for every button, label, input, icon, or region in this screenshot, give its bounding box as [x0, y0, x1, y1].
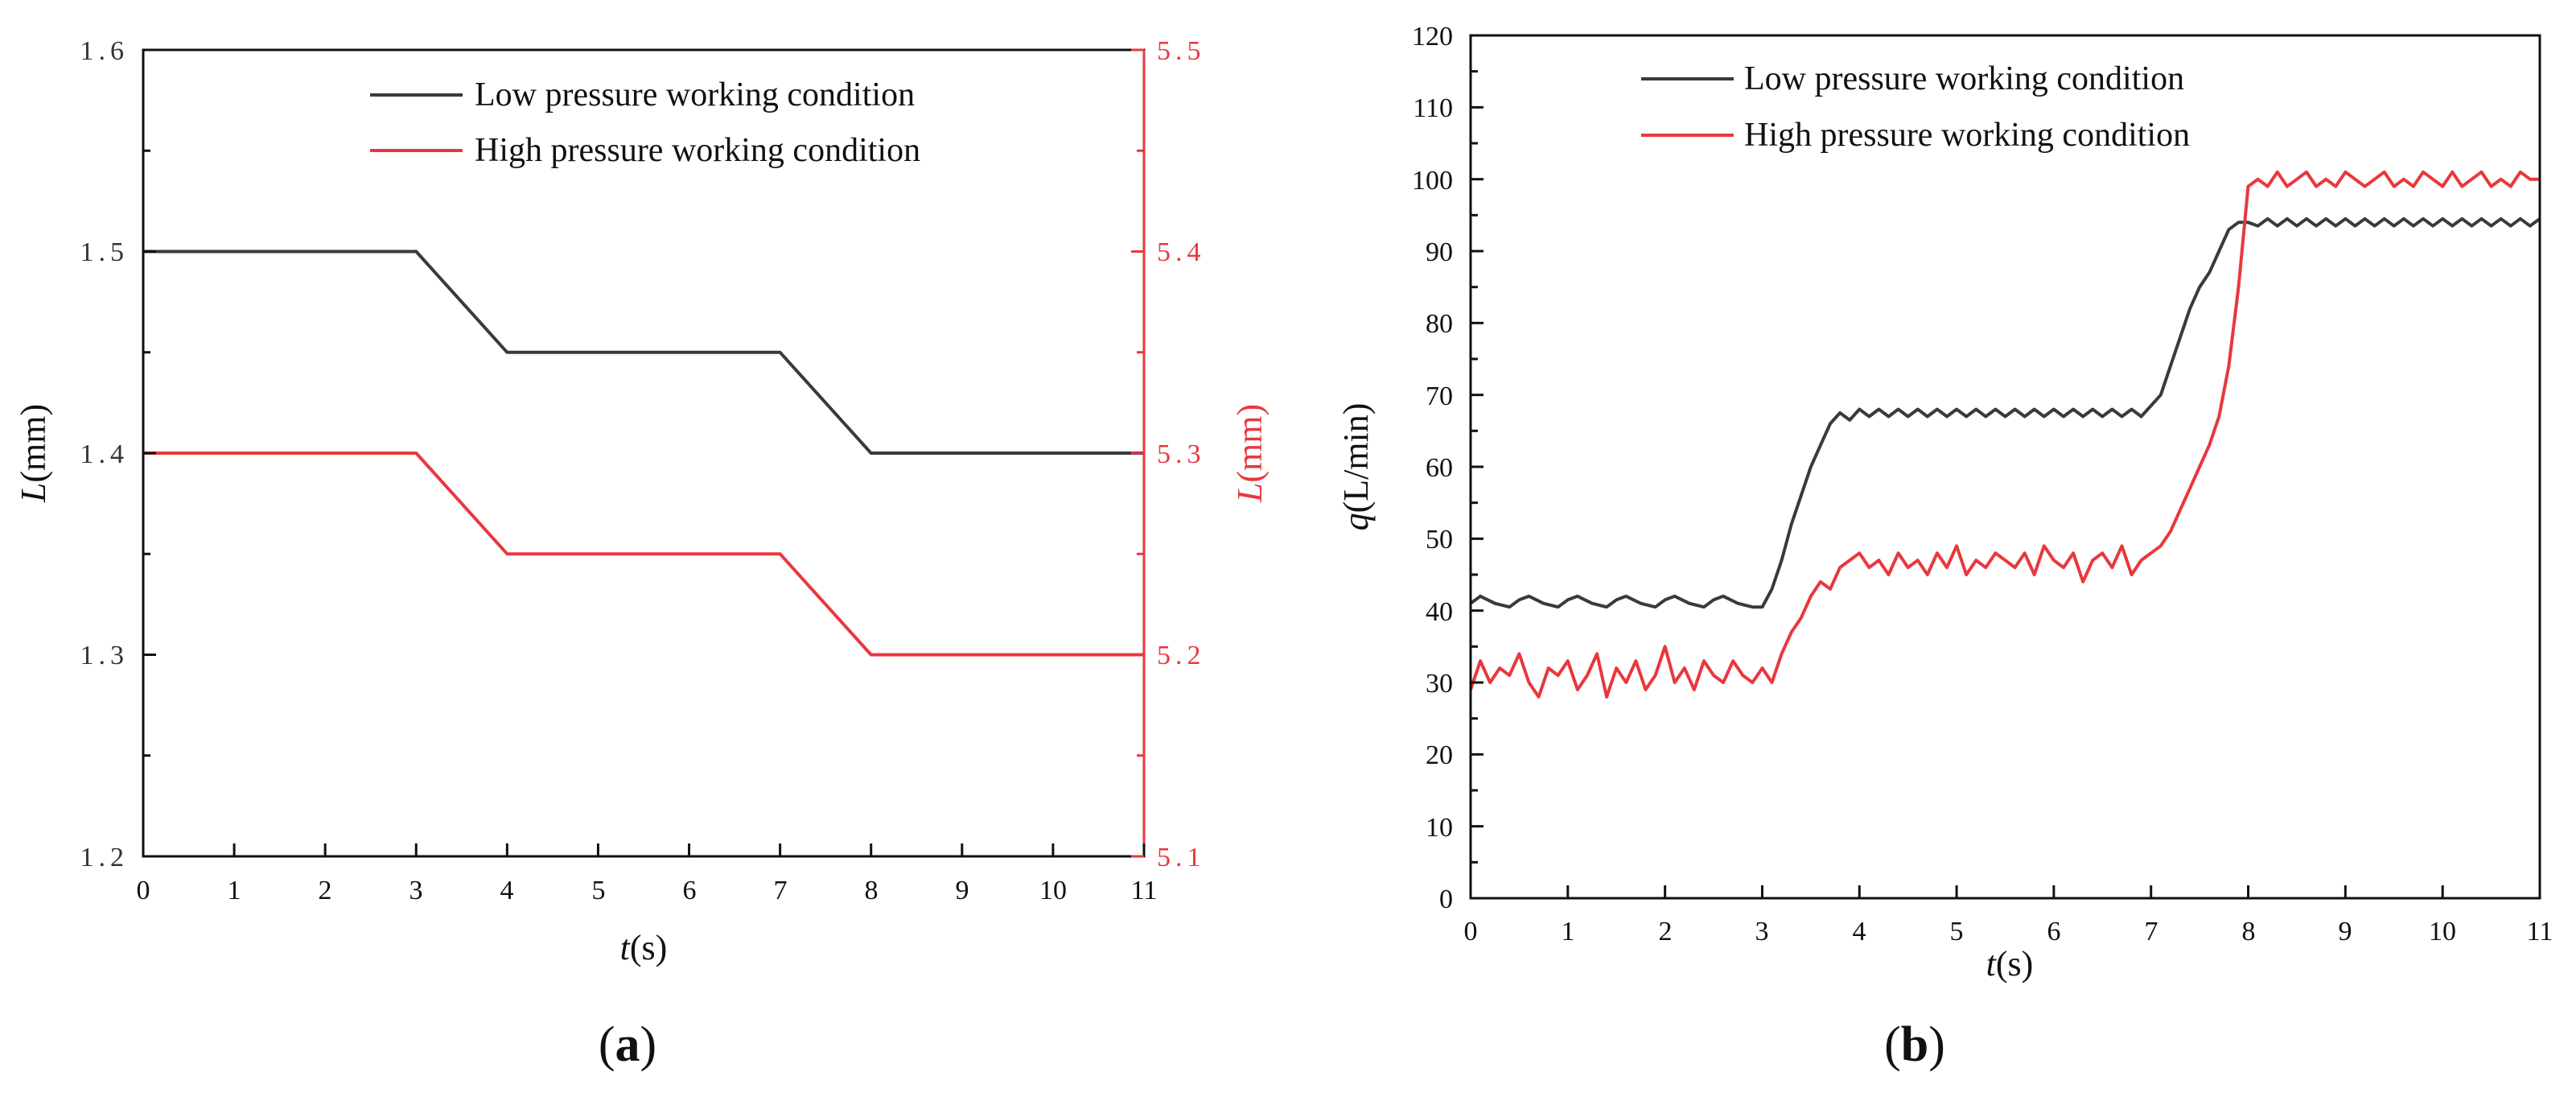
chart-a-x-tick-label: 10 — [1039, 876, 1067, 905]
chart-b-x-tick-label: 6 — [2047, 917, 2061, 946]
chart-b-x-tick-label: 5 — [1950, 917, 1964, 946]
chart-a-x-tick-label: 11 — [1131, 876, 1158, 905]
chart-b-x-tick-label: 4 — [1853, 917, 1866, 946]
chart-b-y-tick-label: 100 — [1412, 166, 1453, 196]
chart-panel-b: 0 1 2 3 4 5 6 7 8 9 10 11 0 10 20 30 40 … — [1336, 22, 2553, 1072]
chart-b-x-tick-label: 9 — [2339, 917, 2352, 946]
chart-a-y-tick-label: 1.5 — [80, 237, 130, 267]
chart-b-series-low-line — [1469, 217, 2541, 609]
chart-b-y-tick-label: 50 — [1426, 525, 1453, 555]
chart-b-y-tick-label: 90 — [1426, 237, 1453, 267]
chart-b-x-axis-title: t(s) — [1986, 944, 2034, 984]
chart-a-panel-letter: a — [615, 1017, 640, 1072]
chart-a-x-tick-label: 1 — [228, 876, 241, 905]
chart-b-ticks — [1469, 34, 2541, 900]
chart-b-y-tick-label: 70 — [1426, 381, 1453, 411]
chart-a-legend-label-high: High pressure working condition — [475, 132, 920, 169]
chart-b-x-tick-label: 2 — [1659, 917, 1673, 946]
chart-b-x-tick-label: 1 — [1562, 917, 1575, 946]
chart-a-x-tick-label: 6 — [683, 876, 697, 905]
chart-a-x-axis-title: t(s) — [620, 928, 668, 967]
chart-a-y2-tick-label: 5.5 — [1157, 36, 1206, 66]
chart-b-y-tick-label: 20 — [1426, 740, 1453, 770]
chart-b-y-tick-label: 30 — [1426, 669, 1453, 699]
chart-b-plot-frame — [1469, 34, 2541, 900]
chart-b-y-tick-label: 120 — [1412, 22, 1453, 52]
chart-b-panel-caption: (b) — [1884, 1017, 1945, 1072]
chart-b-y-tick-labels: 0 10 20 30 40 50 60 70 80 90 100 110 120 — [1412, 22, 1453, 914]
chart-a-series-layer — [143, 250, 1144, 657]
chart-a-x-tick-label: 2 — [319, 876, 332, 905]
chart-b-panel-letter: b — [1901, 1017, 1928, 1072]
chart-a-y-tick-label: 1.2 — [80, 843, 130, 872]
chart-b-x-tick-label: 8 — [2242, 917, 2256, 946]
chart-a-x-tick-label: 3 — [409, 876, 423, 905]
chart-a-x-tick-labels: 0 1 2 3 4 5 6 7 8 9 10 11 — [137, 876, 1158, 905]
chart-a-y2-axis-title: L(mm) — [1230, 404, 1269, 503]
chart-b-series-layer — [1469, 170, 2541, 699]
chart-a-x-tick-label: 4 — [500, 876, 514, 905]
chart-b-x-tick-label: 10 — [2429, 917, 2456, 946]
chart-a-x-tick-label: 0 — [137, 876, 150, 905]
chart-a-legend-label-low: Low pressure working condition — [475, 76, 915, 113]
chart-b-legend: Low pressure working condition High pres… — [1641, 60, 2190, 154]
chart-a-series-low-line — [143, 250, 1144, 455]
chart-b-x-tick-label: 0 — [1464, 917, 1478, 946]
chart-a-y-axis-title: L(mm) — [14, 404, 53, 503]
chart-a-x-tick-label: 5 — [592, 876, 606, 905]
chart-a-ticks — [142, 48, 1146, 858]
chart-a-y2-tick-label: 5.1 — [1157, 843, 1206, 872]
chart-b-x-tick-labels: 0 1 2 3 4 5 6 7 8 9 10 11 — [1464, 917, 2553, 946]
chart-b-y-tick-label: 0 — [1439, 885, 1453, 914]
chart-b-x-tick-label: 3 — [1755, 917, 1769, 946]
chart-a-series-high-line — [143, 452, 1144, 657]
chart-a-y2-tick-label: 5.2 — [1157, 641, 1206, 670]
chart-b-y-tick-label: 10 — [1426, 813, 1453, 843]
chart-b-y-tick-label: 110 — [1413, 93, 1453, 123]
chart-b-legend-label-low: Low pressure working condition — [1744, 60, 2184, 97]
chart-a-x-tick-label: 8 — [865, 876, 879, 905]
chart-b-y-axis-title: q(L/min) — [1336, 403, 1376, 531]
chart-b-series-high-line — [1469, 170, 2540, 699]
chart-a-y2-tick-labels: 5.1 5.2 5.3 5.4 5.5 — [1157, 36, 1206, 872]
chart-a-y2-tick-label: 5.4 — [1157, 237, 1206, 267]
chart-panel-a: 0 1 2 3 4 5 6 7 8 9 10 11 1.2 1.3 1.4 1.… — [14, 36, 1269, 1072]
chart-a-y2-tick-label: 5.3 — [1157, 439, 1206, 469]
chart-b-y-tick-label: 40 — [1426, 597, 1453, 627]
chart-b-x-tick-label: 11 — [2527, 917, 2553, 946]
chart-a-y-tick-label: 1.4 — [80, 439, 130, 469]
chart-a-panel-caption: (a) — [599, 1017, 656, 1072]
chart-a-legend: Low pressure working condition High pres… — [370, 76, 920, 169]
chart-b-y-tick-label: 60 — [1426, 453, 1453, 483]
chart-a-y-tick-label: 1.3 — [80, 641, 130, 670]
chart-b-legend-label-high: High pressure working condition — [1744, 117, 2190, 154]
chart-a-x-tick-label: 9 — [956, 876, 969, 905]
chart-b-x-tick-label: 7 — [2145, 917, 2158, 946]
chart-a-y-tick-labels: 1.2 1.3 1.4 1.5 1.6 — [80, 36, 130, 872]
chart-b-y-tick-label: 80 — [1426, 309, 1453, 339]
chart-a-x-tick-label: 7 — [774, 876, 788, 905]
chart-a-y-tick-label: 1.6 — [80, 36, 130, 66]
